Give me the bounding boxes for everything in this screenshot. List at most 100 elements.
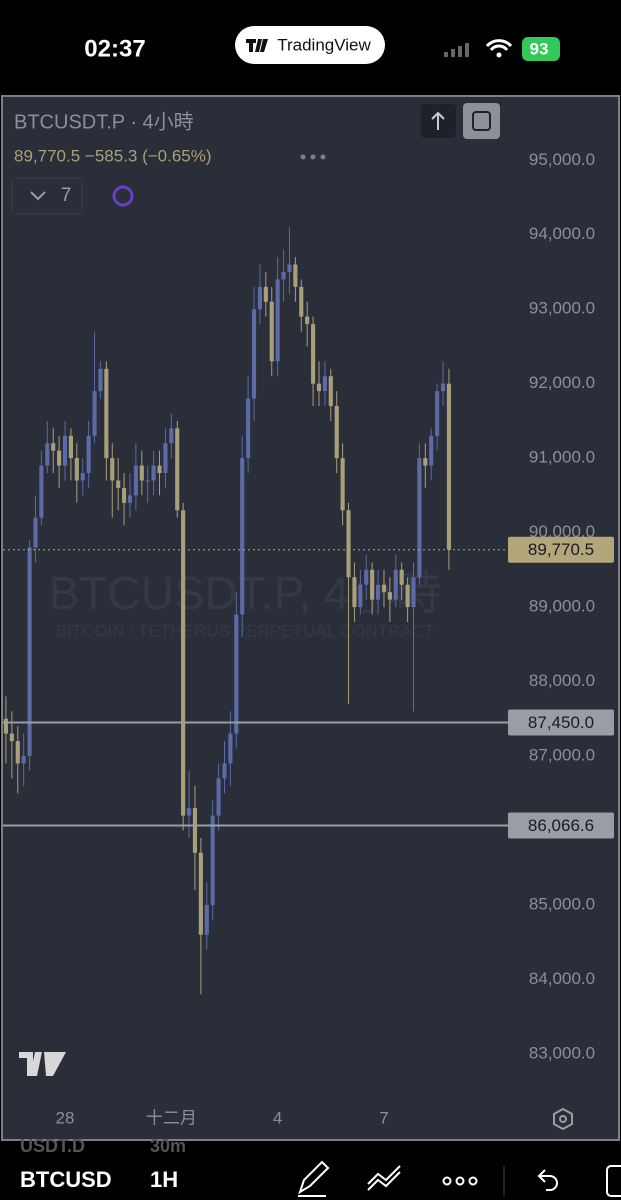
candle-body: [27, 547, 32, 756]
fullscreen-icon: [472, 111, 491, 131]
candle-body: [275, 279, 280, 362]
candle-body: [145, 480, 150, 482]
candle-body: [446, 383, 452, 550]
candle-body: [246, 398, 251, 459]
candle-body: [86, 435, 91, 474]
candle-body: [435, 391, 440, 436]
candle-body: [293, 264, 298, 287]
candle-body: [352, 577, 357, 608]
candle-body: [334, 406, 339, 459]
candle-body: [68, 435, 73, 459]
candle-body: [169, 428, 174, 444]
undo-button[interactable]: [537, 1169, 558, 1191]
candle-body: [234, 614, 239, 734]
candle-body: [287, 264, 292, 272]
candle-body: [9, 733, 14, 742]
candle-body: [399, 569, 404, 585]
candle-body: [204, 904, 209, 935]
app-name: TradingView: [277, 35, 371, 54]
more-dots[interactable]: [300, 154, 326, 160]
wifi-dot: [496, 52, 502, 58]
refresh-icon[interactable]: [112, 185, 134, 207]
candle-body: [51, 443, 56, 451]
candle-body: [375, 584, 381, 600]
price-label: 89,770.5: [528, 540, 594, 559]
chart-panel: [1, 95, 620, 1141]
candle-body: [322, 376, 327, 392]
y-tick-label: 91,000.0: [529, 448, 595, 467]
candle-body: [240, 458, 245, 615]
x-tick-label: 4: [273, 1108, 282, 1127]
app-pill[interactable]: [235, 26, 385, 64]
price-label: 86,066.6: [528, 816, 594, 835]
wifi: [485, 39, 513, 52]
candle-body: [139, 465, 144, 481]
last-change: 89,770.5 −585.3 (−0.65%): [14, 146, 212, 165]
indicator-toggle[interactable]: [11, 177, 83, 215]
candle-body: [3, 718, 9, 734]
x-tick-label: 十二月: [146, 1108, 197, 1127]
candle-body: [328, 376, 333, 407]
candle-body: [316, 383, 322, 392]
layout-button[interactable]: [606, 1165, 621, 1197]
watermark-title: BTCUSDT.P, 4小時: [49, 567, 442, 619]
fullscreen-button[interactable]: [463, 103, 500, 139]
candle-body: [192, 808, 198, 853]
candle-body: [210, 815, 215, 905]
plot: 83,000.084,000.085,000.086,000.087,000.0…: [3, 150, 614, 1127]
clock: 02:37: [84, 35, 145, 62]
candle-body: [198, 852, 203, 935]
candle-body: [39, 465, 44, 518]
y-tick-label: 87,000.0: [529, 745, 595, 764]
candle-body: [263, 286, 268, 302]
symbol-button[interactable]: BTCUSD: [20, 1167, 112, 1192]
indicator-count: 7: [61, 185, 72, 206]
candle-body: [74, 458, 79, 481]
candle-body: [305, 316, 310, 325]
candle-body: [122, 487, 127, 503]
price-label-box: [508, 812, 614, 839]
candle-body: [216, 778, 221, 816]
candle-body: [62, 435, 68, 466]
interval-button[interactable]: 1H: [150, 1167, 178, 1192]
back-interval: 30m: [150, 1136, 186, 1156]
candle-body: [33, 517, 38, 548]
candle-body: [21, 755, 26, 764]
candle-body: [411, 577, 416, 608]
candle-body: [92, 391, 97, 436]
symbol-fade: [122, 1160, 140, 1200]
candle-body: [299, 286, 304, 317]
x-tick-label: 28: [56, 1108, 75, 1127]
more-button[interactable]: [442, 1176, 478, 1186]
candle-body: [45, 443, 50, 466]
candle-body: [186, 808, 192, 816]
candle-body: [80, 473, 85, 481]
candle-body: [15, 741, 20, 764]
candle-body: [151, 465, 156, 481]
candle-body: [133, 465, 138, 496]
indicators-button[interactable]: [367, 1165, 401, 1191]
candle-body: [181, 510, 186, 816]
toolbar: [0, 1156, 621, 1200]
draw-tool[interactable]: [298, 1160, 330, 1197]
candle-body: [387, 592, 392, 600]
battery-level: 93: [530, 39, 549, 58]
candle-body: [110, 458, 115, 481]
back-symbol: USDT.D: [20, 1136, 85, 1156]
candle-body: [104, 368, 109, 459]
tv-logo-small: [246, 39, 268, 52]
candle-body: [370, 569, 375, 600]
chevron: [30, 191, 46, 201]
candle-body: [157, 465, 162, 474]
candle-body: [311, 324, 316, 384]
candle-body: [423, 458, 428, 466]
candle-body: [116, 480, 121, 488]
price-label-box: [508, 709, 614, 736]
watermark-subtitle: BITCOIN / TETHERUS PERPETUAL CONTRACT: [56, 621, 435, 640]
y-tick-label: 90,000.0: [529, 522, 595, 541]
settings-icon[interactable]: [553, 1107, 573, 1131]
price-label: 87,450.0: [528, 713, 594, 732]
candle-body: [340, 458, 345, 511]
y-tick-label: 88,000.0: [529, 671, 595, 690]
